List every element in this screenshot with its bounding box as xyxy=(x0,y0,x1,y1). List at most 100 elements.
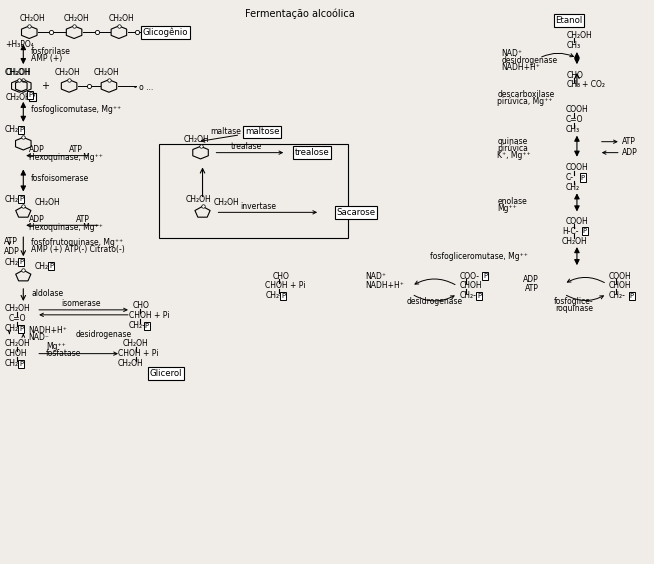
Text: descarboxilase: descarboxilase xyxy=(497,90,555,99)
Text: CH₂OH: CH₂OH xyxy=(184,135,209,144)
Text: CH₂-: CH₂- xyxy=(5,195,21,204)
Text: CH₂OH: CH₂OH xyxy=(34,198,60,207)
Text: K⁺, Mg⁺⁺: K⁺, Mg⁺⁺ xyxy=(497,151,531,160)
Text: CH₂OH: CH₂OH xyxy=(5,68,31,77)
Text: ADP: ADP xyxy=(5,246,20,255)
Text: P: P xyxy=(49,263,53,269)
Text: P: P xyxy=(19,360,24,367)
Text: NAD⁺: NAD⁺ xyxy=(365,271,386,280)
Text: CH₂-: CH₂- xyxy=(5,359,21,368)
Text: CH₂OH: CH₂OH xyxy=(109,14,135,23)
Text: ATP: ATP xyxy=(76,215,90,224)
Text: ADP: ADP xyxy=(622,148,638,157)
Text: fosfogliceromutase, Mg⁺⁺: fosfogliceromutase, Mg⁺⁺ xyxy=(430,252,527,261)
Text: P: P xyxy=(477,293,481,299)
Text: CHOH: CHOH xyxy=(460,281,482,290)
Text: Etanol: Etanol xyxy=(555,16,583,25)
Text: CH₂OH: CH₂OH xyxy=(5,68,30,77)
Text: AMP (+): AMP (+) xyxy=(31,54,63,63)
Text: aldolase: aldolase xyxy=(31,289,63,298)
Text: Hexoquinase, Mg⁺⁺: Hexoquinase, Mg⁺⁺ xyxy=(29,153,103,162)
Text: ATP: ATP xyxy=(525,284,539,293)
Text: desidrogenase: desidrogenase xyxy=(501,56,557,65)
Text: NADH+H⁺: NADH+H⁺ xyxy=(28,326,67,335)
Text: CH₂OH: CH₂OH xyxy=(123,339,148,348)
Text: isomerase: isomerase xyxy=(61,299,101,309)
Text: CH₂-: CH₂- xyxy=(5,125,21,134)
Text: COOH: COOH xyxy=(609,271,632,280)
Text: H-C-: H-C- xyxy=(562,227,579,236)
Text: CHOH: CHOH xyxy=(5,349,27,358)
Text: CHO: CHO xyxy=(567,70,584,80)
Text: P: P xyxy=(19,259,24,265)
Text: P: P xyxy=(483,273,487,279)
Text: CH₃: CH₃ xyxy=(567,81,581,90)
Text: CH₂-: CH₂- xyxy=(609,292,626,301)
Text: CH₂OH: CH₂OH xyxy=(562,237,588,246)
Text: CH₂OH: CH₂OH xyxy=(5,339,30,348)
Text: CHO: CHO xyxy=(272,271,289,280)
Text: Fermentação alcoólica: Fermentação alcoólica xyxy=(245,8,355,19)
Text: P: P xyxy=(630,293,634,299)
Text: ADP: ADP xyxy=(523,275,539,284)
Text: P: P xyxy=(28,92,32,98)
Text: maltose: maltose xyxy=(245,127,279,136)
Text: fosfoglicomutase, Mg⁺⁺: fosfoglicomutase, Mg⁺⁺ xyxy=(31,105,122,114)
Text: ADP: ADP xyxy=(29,145,45,154)
Text: CHOH: CHOH xyxy=(609,281,631,290)
Text: maltase: maltase xyxy=(211,127,241,136)
Text: Sacarose: Sacarose xyxy=(336,208,375,217)
Text: ADP: ADP xyxy=(29,215,45,224)
Text: COOH: COOH xyxy=(566,105,589,114)
Text: CHOH + Pi: CHOH + Pi xyxy=(129,311,169,320)
Text: +H₃PO₄: +H₃PO₄ xyxy=(5,39,34,49)
Text: CHOH + Pi: CHOH + Pi xyxy=(118,349,158,358)
Text: NAD⁻: NAD⁻ xyxy=(28,333,49,342)
Text: CH₂-: CH₂- xyxy=(34,262,51,271)
Text: - o ...: - o ... xyxy=(134,83,153,92)
Text: CH₂: CH₂ xyxy=(566,183,580,192)
Text: CH₂OH: CH₂OH xyxy=(20,14,45,23)
Text: ATP: ATP xyxy=(622,137,636,146)
Text: ATP: ATP xyxy=(5,237,18,246)
Text: NADH+H⁺: NADH+H⁺ xyxy=(365,281,404,290)
Text: P: P xyxy=(145,323,149,329)
Text: CH₂OH: CH₂OH xyxy=(64,14,90,23)
Text: Mg⁺⁺: Mg⁺⁺ xyxy=(46,342,66,351)
Text: fosforilase: fosforilase xyxy=(31,47,71,56)
Text: COO-: COO- xyxy=(460,271,479,280)
Text: AMP (+) ATP(-) Citrato(-): AMP (+) ATP(-) Citrato(-) xyxy=(31,245,125,254)
Text: fosfofrutoquinase, Mg⁺⁺: fosfofrutoquinase, Mg⁺⁺ xyxy=(31,237,124,246)
Text: pirúvica: pirúvica xyxy=(497,144,528,153)
Text: CH₂OH: CH₂OH xyxy=(186,195,211,204)
Text: C=O: C=O xyxy=(9,314,26,323)
Text: P: P xyxy=(19,196,24,202)
Text: CHO: CHO xyxy=(133,301,150,310)
Text: CH₂OH: CH₂OH xyxy=(5,305,30,314)
Text: CH₂-: CH₂- xyxy=(460,292,476,301)
Text: CH₂-: CH₂- xyxy=(266,292,282,301)
Text: fosfoisomerase: fosfoisomerase xyxy=(31,174,90,183)
Text: CH₂-: CH₂- xyxy=(129,321,146,331)
Text: trealase: trealase xyxy=(230,142,262,151)
Text: enolase: enolase xyxy=(497,197,527,206)
Text: P: P xyxy=(281,293,285,299)
Text: CH₂OH: CH₂OH xyxy=(567,30,593,39)
Text: desidrogenase: desidrogenase xyxy=(407,297,462,306)
Text: desidrogenase: desidrogenase xyxy=(76,331,132,339)
Text: CH₂-: CH₂- xyxy=(5,258,21,267)
Text: quinase: quinase xyxy=(497,137,528,146)
Text: Mg⁺⁺: Mg⁺⁺ xyxy=(497,204,517,213)
Text: pirúvica, Mg⁺⁺: pirúvica, Mg⁺⁺ xyxy=(497,98,553,107)
Text: CHOH + Pi: CHOH + Pi xyxy=(266,281,306,290)
Text: CH₂OH: CH₂OH xyxy=(94,68,120,77)
Text: P: P xyxy=(19,127,24,133)
Text: +: + xyxy=(41,81,49,91)
Text: fosfoglice-: fosfoglice- xyxy=(554,297,594,306)
Text: Hexoquinase, Mg⁺⁺: Hexoquinase, Mg⁺⁺ xyxy=(29,223,103,232)
Bar xyxy=(159,144,348,238)
Text: COOH: COOH xyxy=(566,217,589,226)
Text: C=O: C=O xyxy=(566,115,583,124)
Text: trealose: trealose xyxy=(295,148,330,157)
Text: NAD⁺: NAD⁺ xyxy=(501,49,523,58)
